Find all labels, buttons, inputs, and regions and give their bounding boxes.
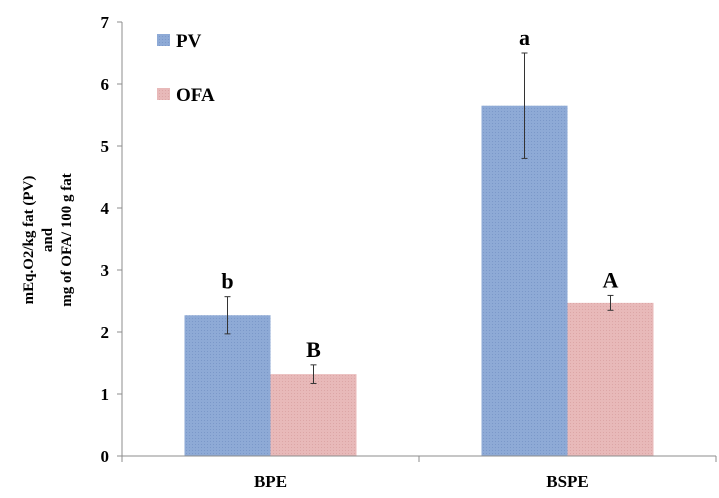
y-tick-labels-group: 0 1 2 3 4 5 6 7 xyxy=(101,13,110,466)
error-bars-group xyxy=(224,52,614,384)
bars-group xyxy=(184,105,654,456)
axes-group xyxy=(117,21,717,462)
error-bar-pv-bspe xyxy=(521,52,528,159)
bar-ofa-bspe xyxy=(567,302,654,456)
bar-pv-bspe xyxy=(481,105,568,456)
significance-label-ofa-bspe: A xyxy=(603,267,619,292)
legend-label-ofa: OFA xyxy=(176,85,215,106)
legend-swatch-pv xyxy=(157,34,170,46)
error-bar-pv-bpe xyxy=(224,296,231,335)
error-bar-ofa-bpe xyxy=(310,364,317,384)
legend: PV OFA xyxy=(157,31,215,106)
x-category-labels-group: BPE BSPE xyxy=(254,472,589,491)
y-tick-label-3: 3 xyxy=(101,261,110,280)
error-bar-ofa-bspe xyxy=(607,294,614,311)
y-tick-label-0: 0 xyxy=(101,447,110,466)
y-tick-label-5: 5 xyxy=(101,137,110,156)
legend-label-pv: PV xyxy=(176,31,202,52)
bar-pv-bpe xyxy=(184,315,271,456)
bar-ofa-bpe xyxy=(270,374,357,456)
significance-label-ofa-bpe: B xyxy=(306,337,321,362)
y-tick-label-1: 1 xyxy=(101,385,110,404)
y-tick-label-2: 2 xyxy=(101,323,110,342)
y-axis-title-line-1: mEq.O2/kg fat (PV) xyxy=(21,176,37,305)
significance-label-pv-bpe: b xyxy=(221,269,233,294)
y-tick-label-6: 6 xyxy=(101,75,110,94)
x-category-label-bspe: BSPE xyxy=(546,472,589,491)
y-axis-title: mEq.O2/kg fat (PV) and mg of OFA/ 100 g … xyxy=(21,173,75,306)
significance-label-pv-bspe: a xyxy=(519,25,530,50)
y-axis-title-line-3: mg of OFA/ 100 g fat xyxy=(59,173,75,306)
significance-labels-group: b Ba A xyxy=(221,25,618,362)
x-category-label-bpe: BPE xyxy=(254,472,287,491)
y-tick-label-7: 7 xyxy=(101,13,110,32)
y-axis-title-line-2: and xyxy=(40,227,56,252)
legend-swatch-ofa xyxy=(157,88,170,100)
y-tick-label-4: 4 xyxy=(101,199,110,218)
